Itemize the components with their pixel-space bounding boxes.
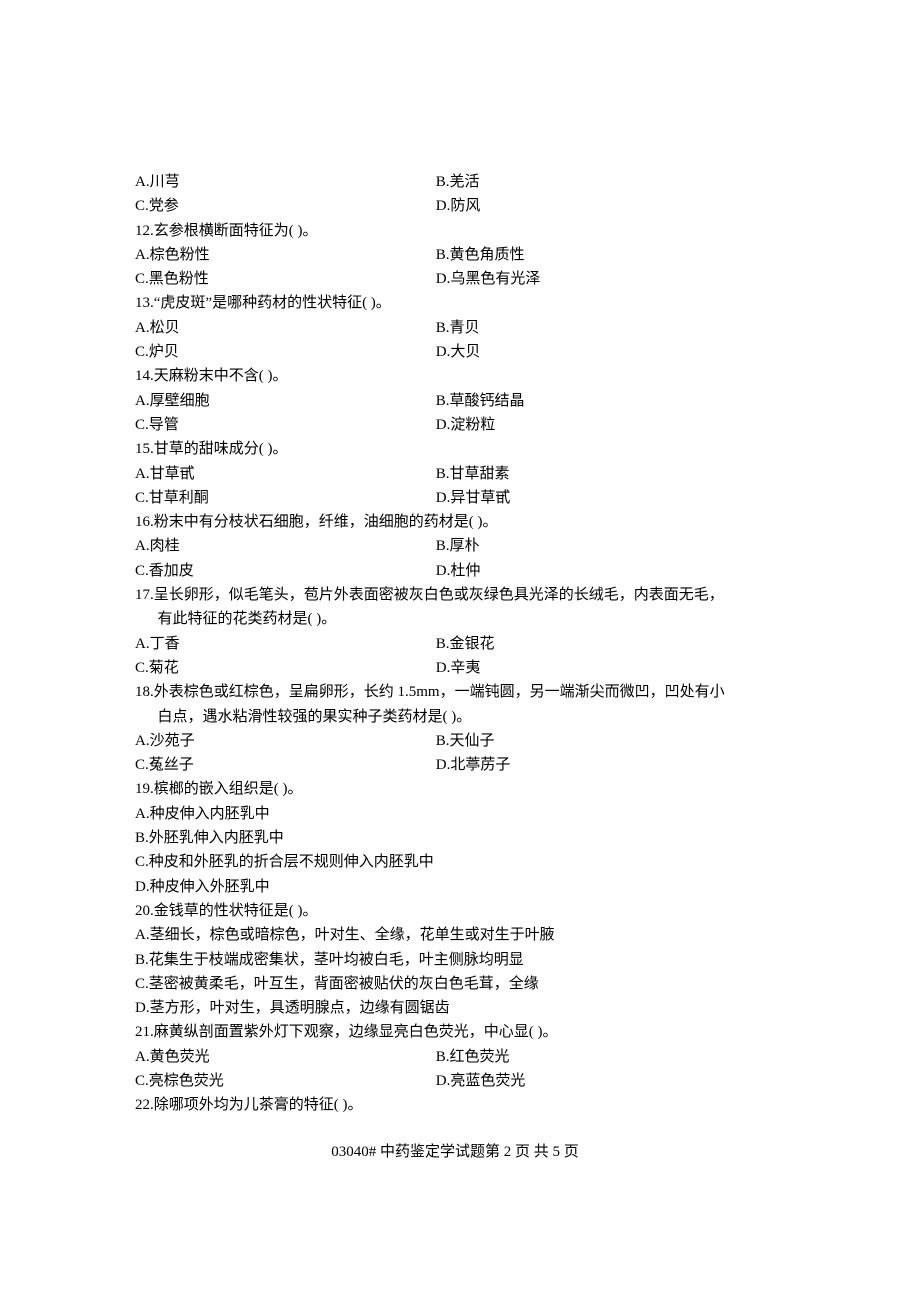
option-c: C.导管 <box>135 413 436 437</box>
question-18-line1: 18.外表棕色或红棕色，呈扁卵形，长约 1.5mm，一端钝圆，另一端渐尖而微凹，… <box>135 680 775 704</box>
option-c: C.甘草利酮 <box>135 486 436 510</box>
option-c: C.炉贝 <box>135 340 436 364</box>
option-c: C.党参 <box>135 194 436 218</box>
option-b: B.黄色角质性 <box>436 243 775 267</box>
option-d: D.辛夷 <box>436 656 775 680</box>
option-a: A.川芎 <box>135 170 436 194</box>
option-d: D.种皮伸入外胚乳中 <box>135 875 775 899</box>
option-b: B.红色荧光 <box>436 1045 775 1069</box>
option-d: D.防风 <box>436 194 775 218</box>
option-d: D.异甘草甙 <box>436 486 775 510</box>
option-b: B.金银花 <box>436 632 775 656</box>
option-a: A.肉桂 <box>135 534 436 558</box>
option-c: C.菊花 <box>135 656 436 680</box>
option-c: C.黑色粉性 <box>135 267 436 291</box>
option-d: D.大贝 <box>436 340 775 364</box>
option-b: B.草酸钙结晶 <box>436 389 775 413</box>
question-13: 13.“虎皮斑”是哪种药材的性状特征( )。 <box>135 291 775 315</box>
option-d: D.北葶苈子 <box>436 753 775 777</box>
question-18-line2: 白点，遇水粘滑性较强的果实种子类药材是( )。 <box>135 705 775 729</box>
option-b: B.外胚乳伸入内胚乳中 <box>135 826 775 850</box>
question-17-line2: 有此特征的花类药材是( )。 <box>135 607 775 631</box>
option-d: D.杜仲 <box>436 559 775 583</box>
option-b: B.青贝 <box>436 316 775 340</box>
option-a: A.厚壁细胞 <box>135 389 436 413</box>
option-d: D.乌黑色有光泽 <box>436 267 775 291</box>
question-15: 15.甘草的甜味成分( )。 <box>135 437 775 461</box>
question-12: 12.玄参根横断面特征为( )。 <box>135 219 775 243</box>
option-a: A.松贝 <box>135 316 436 340</box>
option-b: B.羌活 <box>436 170 775 194</box>
question-16: 16.粉末中有分枝状石细胞，纤维，油细胞的药材是( )。 <box>135 510 775 534</box>
question-17-line1: 17.呈长卵形，似毛笔头，苞片外表面密被灰白色或灰绿色具光泽的长绒毛，内表面无毛… <box>135 583 775 607</box>
option-a: A.丁香 <box>135 632 436 656</box>
option-c: C.茎密被黄柔毛，叶互生，背面密被贴伏的灰白色毛茸，全缘 <box>135 972 775 996</box>
option-b: B.天仙子 <box>436 729 775 753</box>
question-20: 20.金钱草的性状特征是( )。 <box>135 899 775 923</box>
question-19: 19.槟榔的嵌入组织是( )。 <box>135 777 775 801</box>
option-d: D.亮蓝色荧光 <box>436 1069 775 1093</box>
option-c: C.亮棕色荧光 <box>135 1069 436 1093</box>
question-22: 22.除哪项外均为儿茶膏的特征( )。 <box>135 1093 775 1117</box>
option-c: C.香加皮 <box>135 559 436 583</box>
option-c: C.种皮和外胚乳的折合层不规则伸入内胚乳中 <box>135 850 775 874</box>
question-14: 14.天麻粉末中不含( )。 <box>135 364 775 388</box>
option-a: A.种皮伸入内胚乳中 <box>135 802 775 826</box>
page-footer: 03040# 中药鉴定学试题第 2 页 共 5 页 <box>135 1140 775 1164</box>
option-a: A.甘草甙 <box>135 462 436 486</box>
question-21: 21.麻黄纵剖面置紫外灯下观察，边缘显亮白色荧光，中心显( )。 <box>135 1020 775 1044</box>
option-d: D.茎方形，叶对生，具透明腺点，边缘有圆锯齿 <box>135 996 775 1020</box>
option-d: D.淀粉粒 <box>436 413 775 437</box>
option-a: A.茎细长，棕色或暗棕色，叶对生、全缘，花单生或对生于叶腋 <box>135 923 775 947</box>
option-c: C.菟丝子 <box>135 753 436 777</box>
option-b: B.花集生于枝端成密集状，茎叶均被白毛，叶主侧脉均明显 <box>135 948 775 972</box>
option-a: A.沙苑子 <box>135 729 436 753</box>
option-a: A.棕色粉性 <box>135 243 436 267</box>
option-a: A.黄色荧光 <box>135 1045 436 1069</box>
option-b: B.甘草甜素 <box>436 462 775 486</box>
option-b: B.厚朴 <box>436 534 775 558</box>
